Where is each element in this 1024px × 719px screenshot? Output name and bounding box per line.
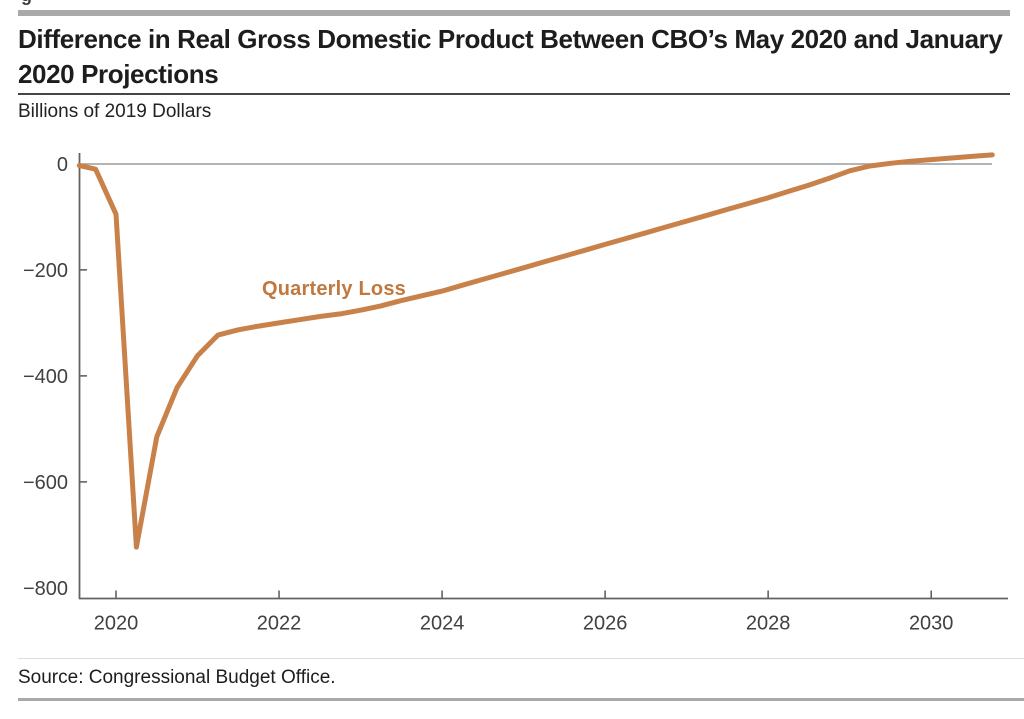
x-tick-label: 2022 bbox=[257, 613, 302, 635]
title-underline-rule bbox=[18, 93, 1010, 95]
series-group bbox=[76, 152, 995, 550]
x-tick-label: 2026 bbox=[583, 613, 628, 635]
chart-title-line1: Difference in Real Gross Domestic Produc… bbox=[18, 24, 1003, 54]
footer-hairline-rule bbox=[18, 658, 1024, 659]
axis-unit-label: Billions of 2019 Dollars bbox=[18, 101, 212, 122]
y-tick-label: −600 bbox=[23, 472, 68, 494]
figure-top-bar bbox=[18, 10, 1010, 16]
x-tick-label: 2024 bbox=[420, 613, 465, 635]
cropped-figure-label-fragment: g bbox=[21, 0, 47, 7]
x-axis: 2020 2022 2024 2026 2028 2030 bbox=[94, 590, 954, 635]
quarterly-loss-line bbox=[76, 152, 995, 550]
figure-bottom-rule bbox=[18, 698, 1024, 701]
chart-title: Difference in Real Gross Domestic Produc… bbox=[18, 22, 1018, 92]
gdp-difference-line-chart: 0−200−400−600−800 2020 2022 2024 2026 2028 20… bbox=[23, 152, 1008, 635]
y-tick-label: −200 bbox=[23, 260, 68, 282]
x-tick-label: 2030 bbox=[909, 613, 954, 635]
x-tick-label: 2028 bbox=[746, 613, 791, 635]
y-tick-label: −400 bbox=[23, 366, 68, 388]
x-tick-label: 2020 bbox=[94, 613, 139, 635]
series-annotation-label: Quarterly Loss bbox=[262, 278, 406, 300]
source-note: Source: Congressional Budget Office. bbox=[18, 667, 336, 688]
y-tick-label: −800 bbox=[23, 578, 68, 600]
y-tick-label: 0 bbox=[57, 154, 68, 176]
chart-title-line2: 2020 Projections bbox=[18, 59, 219, 89]
y-axis: 0 −200 −400 −600 −800 bbox=[23, 154, 87, 600]
